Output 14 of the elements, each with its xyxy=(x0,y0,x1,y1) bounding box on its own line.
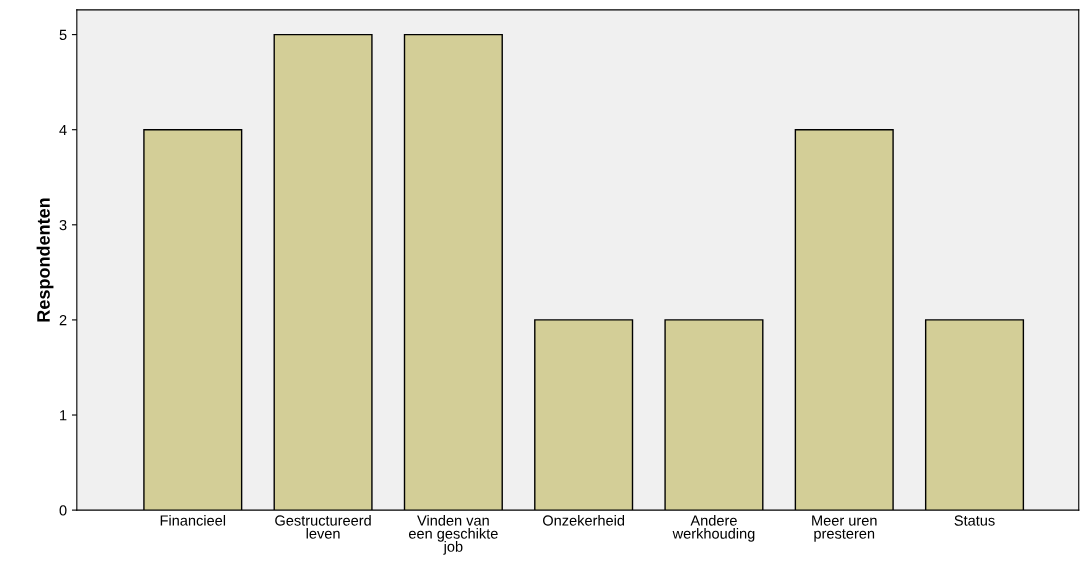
y-axis-title: Respondenten xyxy=(36,198,54,322)
x-tick-label: Meer uren presteren xyxy=(812,515,877,542)
y-tick-label: 3 xyxy=(59,219,67,231)
y-tick-label: 4 xyxy=(59,124,67,135)
y-tick-label: 0 xyxy=(59,505,67,516)
y-tick-label: 5 xyxy=(59,29,67,41)
x-tick-label: Status xyxy=(954,515,995,526)
x-tick-label: Financieel xyxy=(160,514,226,526)
x-tick-label: Onzekerheid xyxy=(543,514,625,526)
x-tick-label: Gestructureerd leven xyxy=(275,514,371,539)
y-tick-label: 1 xyxy=(60,410,67,421)
y-tick-label: 2 xyxy=(59,315,67,326)
x-tick-label: Vinden van een geschikte job xyxy=(408,514,498,555)
x-tick-label: Andere werkhouding xyxy=(672,514,755,542)
